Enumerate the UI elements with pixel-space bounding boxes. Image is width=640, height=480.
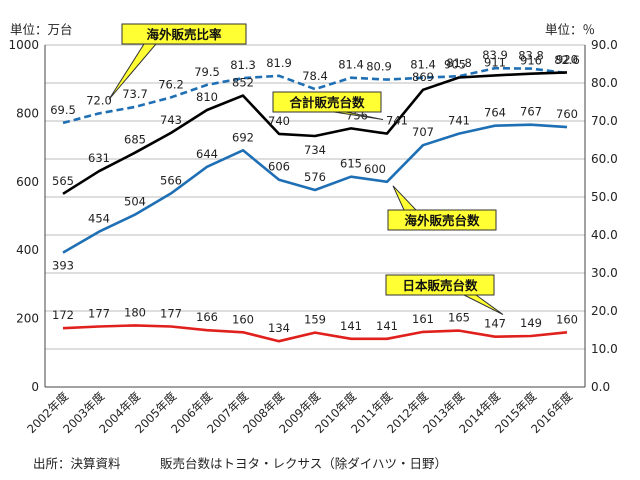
data-label: 79.5 — [194, 65, 220, 79]
data-label: 911 — [484, 55, 506, 69]
data-label: 600 — [364, 162, 386, 176]
data-label: 764 — [484, 106, 506, 120]
left-unit-label: 単位：万台 — [10, 22, 73, 37]
data-label: 565 — [52, 174, 74, 188]
data-label: 80.9 — [366, 60, 392, 74]
data-label: 141 — [376, 319, 398, 333]
y-left-tick-label: 1000 — [8, 38, 39, 52]
y-left-tick-label: 0 — [31, 380, 39, 394]
data-label: 160 — [232, 312, 254, 326]
grid-layer — [45, 44, 585, 350]
series-line — [62, 123, 568, 254]
data-label: 78.4 — [302, 69, 328, 83]
y-left-tick-label: 400 — [16, 243, 39, 257]
y-right-tick-label: 40.0 — [591, 228, 618, 242]
data-label: 134 — [268, 321, 290, 335]
data-label: 740 — [268, 114, 290, 128]
data-label: 180 — [124, 305, 146, 319]
y-right-tick-label: 80.0 — [591, 76, 618, 90]
y-right-tick-label: 70.0 — [591, 114, 618, 128]
data-label: 161 — [412, 312, 434, 326]
data-label: 767 — [520, 105, 542, 119]
data-label: 920 — [556, 52, 578, 66]
data-label: 741 — [448, 114, 470, 128]
data-label: 81.4 — [410, 58, 436, 72]
data-label: 147 — [484, 317, 506, 331]
data-label: 81.3 — [230, 58, 256, 72]
data-label: 177 — [160, 306, 182, 320]
y-right-tick-label: 20.0 — [591, 304, 618, 318]
data-label: 685 — [124, 133, 146, 147]
series-layer — [62, 66, 568, 343]
callout-label: 日本販売台数 — [402, 278, 478, 293]
data-label: 741 — [386, 114, 408, 128]
data-label: 73.7 — [122, 87, 148, 101]
data-label: 83.9 — [482, 48, 508, 62]
y-left-tick-label: 800 — [16, 106, 39, 120]
callout-box — [387, 209, 497, 231]
footer-note: 販売台数はトヨタ・レクサス（除ダイハツ・日野） — [160, 456, 447, 471]
data-label: 177 — [88, 306, 110, 320]
data-label: 393 — [52, 259, 74, 273]
data-label: 869 — [412, 70, 434, 84]
series-line — [62, 324, 568, 343]
data-label: 734 — [304, 143, 326, 157]
callout-box — [121, 23, 247, 45]
data-label: 76.2 — [158, 77, 184, 91]
data-label: 743 — [160, 113, 182, 127]
data-label: 82.6 — [554, 53, 580, 67]
data-label: 160 — [556, 312, 578, 326]
data-label: 615 — [340, 157, 362, 171]
data-label: 81.4 — [338, 58, 364, 72]
y-right-tick-label: 60.0 — [591, 152, 618, 166]
right-unit-label: 単位：％ — [545, 22, 595, 37]
data-label: 707 — [412, 125, 434, 139]
callout-label: 海外販売比率 — [146, 27, 222, 42]
callout-box — [385, 274, 495, 296]
y-right-tick-label: 30.0 — [591, 266, 618, 280]
label-layer: 69.572.0 73.776.279.5 81.3 81.978.481.4 80.9… — [50, 48, 580, 335]
data-label: 852 — [232, 76, 254, 90]
data-label: 159 — [304, 313, 326, 327]
data-label: 141 — [340, 319, 362, 333]
data-label: 172 — [52, 308, 74, 322]
y-right-tick-label: 0.0 — [591, 380, 610, 394]
series-line — [62, 71, 568, 195]
data-label: 606 — [268, 160, 290, 174]
data-label: 81.8 — [446, 56, 472, 70]
data-label: 83.8 — [518, 49, 544, 63]
data-label: 760 — [556, 107, 578, 121]
data-label: 905 — [444, 57, 466, 71]
data-label: 692 — [232, 130, 254, 144]
data-label: 81.9 — [266, 56, 292, 70]
data-label: 916 — [520, 54, 542, 68]
data-label: 454 — [88, 212, 110, 226]
data-label: 165 — [448, 311, 470, 325]
data-label: 72.0 — [86, 93, 112, 107]
data-label: 810 — [196, 90, 218, 104]
footer-source: 出所：決算資料 — [33, 456, 121, 471]
callout-label: 合計販売台数 — [289, 95, 365, 110]
data-label: 644 — [196, 147, 218, 161]
y-left-tick-label: 600 — [16, 175, 39, 189]
y-right-tick-label: 50.0 — [591, 190, 618, 204]
y-left-tick-label: 200 — [16, 312, 39, 326]
data-label: 149 — [520, 316, 542, 330]
y-right-tick-label: 90.0 — [591, 38, 618, 52]
callout-box — [272, 91, 382, 113]
callout-label: 海外販売台数 — [404, 213, 480, 228]
y-right-tick-label: 10.0 — [591, 342, 618, 356]
data-label: 631 — [88, 151, 110, 165]
callout-pointer — [392, 185, 418, 211]
series-line — [62, 66, 568, 125]
data-label: 69.5 — [50, 103, 76, 117]
data-label: 166 — [196, 310, 218, 324]
data-label: 504 — [124, 195, 146, 209]
data-label: 576 — [304, 170, 326, 184]
data-label: 566 — [160, 173, 182, 187]
